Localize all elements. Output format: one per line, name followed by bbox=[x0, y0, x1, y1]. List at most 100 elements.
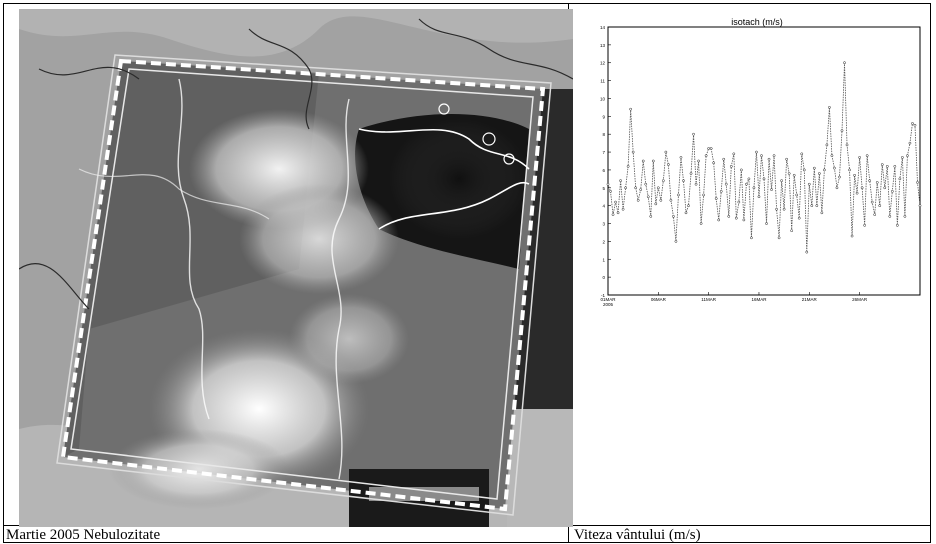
data-point bbox=[893, 165, 897, 168]
data-point bbox=[883, 186, 887, 190]
data-point bbox=[772, 154, 776, 157]
data-point bbox=[654, 202, 658, 206]
data-point bbox=[838, 175, 841, 179]
data-point bbox=[810, 204, 814, 208]
x-tick-label: 2005 bbox=[603, 302, 614, 307]
data-point bbox=[790, 229, 794, 233]
data-point bbox=[631, 150, 635, 154]
data-point bbox=[913, 123, 917, 127]
data-point bbox=[619, 179, 622, 183]
y-tick-label: 12 bbox=[600, 61, 606, 66]
data-point bbox=[694, 182, 698, 186]
data-point bbox=[734, 216, 738, 220]
data-point bbox=[792, 173, 796, 177]
data-point bbox=[719, 190, 723, 193]
satellite-cloud-map bbox=[19, 9, 573, 527]
data-point bbox=[649, 215, 653, 218]
data-point bbox=[707, 147, 710, 150]
y-tick-label: 3 bbox=[602, 222, 605, 227]
y-tick-label: 2 bbox=[602, 239, 605, 244]
satellite-cloud-map-icon bbox=[19, 9, 573, 527]
data-point bbox=[714, 197, 718, 200]
data-point bbox=[870, 200, 874, 204]
data-point bbox=[802, 168, 806, 172]
data-point bbox=[800, 152, 804, 156]
data-point bbox=[674, 240, 678, 243]
data-point bbox=[908, 141, 912, 145]
data-point bbox=[697, 159, 700, 163]
data-point bbox=[669, 198, 673, 202]
data-point bbox=[888, 215, 892, 218]
x-tick-label: 16MAR bbox=[751, 297, 767, 302]
data-point bbox=[911, 122, 914, 125]
data-point bbox=[865, 154, 869, 157]
data-point bbox=[896, 223, 899, 227]
x-tick-label: 06MAR bbox=[651, 297, 667, 302]
data-point bbox=[609, 190, 612, 193]
y-tick-label: 13 bbox=[600, 43, 606, 48]
y-tick-label: 14 bbox=[600, 25, 606, 30]
data-point bbox=[820, 211, 824, 215]
data-point bbox=[858, 156, 861, 159]
data-point bbox=[765, 222, 768, 225]
caption-right: Viteza vântului (m/s) bbox=[574, 527, 701, 543]
data-point bbox=[621, 207, 625, 211]
data-point bbox=[722, 157, 726, 161]
data-point bbox=[812, 166, 816, 170]
data-point bbox=[616, 211, 620, 215]
data-point bbox=[651, 159, 655, 163]
y-tick-label: 7 bbox=[602, 150, 605, 155]
data-point bbox=[729, 165, 733, 168]
y-tick-label: 5 bbox=[602, 186, 605, 191]
data-point bbox=[843, 61, 846, 65]
x-tick-label: 11MAR bbox=[701, 297, 716, 302]
data-point bbox=[737, 200, 741, 204]
data-point bbox=[639, 188, 643, 191]
data-point bbox=[762, 177, 766, 181]
data-point bbox=[745, 182, 748, 186]
data-point bbox=[848, 168, 851, 172]
y-tick-label: 0 bbox=[602, 275, 605, 280]
x-tick-label: 01MAR bbox=[600, 297, 616, 302]
data-point bbox=[885, 165, 889, 168]
data-point bbox=[785, 157, 788, 161]
data-point bbox=[855, 191, 859, 195]
data-point bbox=[787, 172, 791, 175]
data-point bbox=[901, 156, 904, 159]
data-point bbox=[757, 195, 761, 199]
data-point bbox=[699, 222, 703, 225]
data-point bbox=[684, 211, 688, 215]
data-point bbox=[626, 165, 630, 168]
data-point bbox=[805, 250, 809, 254]
data-point bbox=[853, 173, 856, 177]
data-point bbox=[878, 204, 882, 208]
data-point bbox=[624, 186, 627, 190]
data-point bbox=[815, 204, 819, 208]
data-point bbox=[840, 129, 844, 132]
x-tick-label: 21MAR bbox=[802, 297, 818, 302]
data-point bbox=[682, 179, 685, 183]
data-point bbox=[863, 223, 866, 227]
data-point bbox=[918, 204, 922, 208]
data-point bbox=[727, 215, 731, 218]
data-point bbox=[890, 190, 894, 193]
y-tick-label: 9 bbox=[602, 114, 605, 119]
data-point bbox=[906, 154, 909, 157]
data-point bbox=[667, 163, 670, 166]
data-point bbox=[742, 218, 746, 222]
data-point bbox=[677, 193, 680, 197]
data-point bbox=[702, 193, 705, 197]
data-point bbox=[830, 154, 834, 157]
data-point bbox=[636, 198, 640, 202]
data-point bbox=[828, 106, 831, 109]
data-point bbox=[664, 150, 668, 154]
data-point bbox=[679, 156, 683, 159]
data-point bbox=[646, 195, 650, 199]
data-point bbox=[850, 234, 854, 238]
data-point bbox=[770, 188, 773, 191]
y-tick-label: 6 bbox=[602, 168, 605, 173]
chart-title: isotach (m/s) bbox=[731, 17, 783, 27]
wind-speed-chart: isotach (m/s) -1 0 1 2 3 4 5 6 7 8 9 10 11 12 13 14 01M… bbox=[582, 17, 924, 317]
